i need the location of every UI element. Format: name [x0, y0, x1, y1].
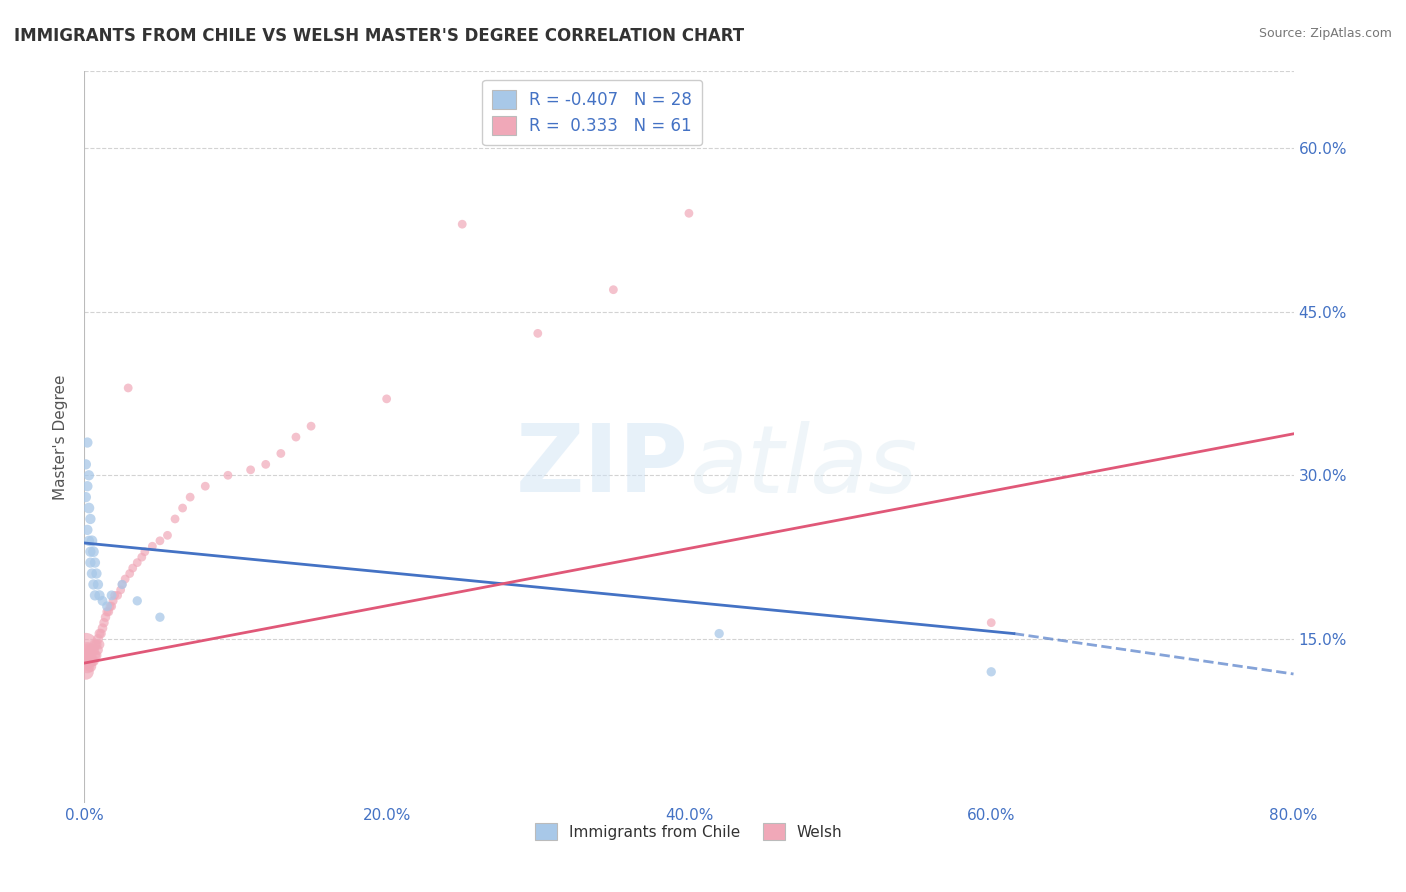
- Point: [75, 665, 97, 679]
- Point: [114, 572, 136, 586]
- Point: [76, 659, 98, 673]
- Point: [94, 610, 117, 624]
- Point: [111, 577, 134, 591]
- Text: IMMIGRANTS FROM CHILE VS WELSH MASTER'S DEGREE CORRELATION CHART: IMMIGRANTS FROM CHILE VS WELSH MASTER'S …: [14, 27, 744, 45]
- Point: [87, 577, 110, 591]
- Point: [84, 588, 107, 602]
- Point: [80, 643, 103, 657]
- Point: [77, 654, 100, 668]
- Point: [84, 648, 107, 663]
- Point: [127, 556, 149, 570]
- Point: [82, 643, 104, 657]
- Point: [82, 545, 104, 559]
- Point: [77, 643, 100, 657]
- Point: [89, 638, 111, 652]
- Point: [80, 533, 103, 548]
- Point: [172, 501, 194, 516]
- Point: [76, 523, 98, 537]
- Point: [96, 605, 118, 619]
- Point: [156, 528, 179, 542]
- Point: [299, 419, 322, 434]
- Point: [98, 599, 121, 614]
- Point: [179, 490, 201, 504]
- Point: [131, 550, 153, 565]
- Point: [709, 626, 731, 640]
- Point: [84, 556, 107, 570]
- Point: [194, 479, 217, 493]
- Point: [79, 659, 101, 673]
- Point: [77, 533, 100, 548]
- Y-axis label: Master's Degree: Master's Degree: [53, 375, 69, 500]
- Point: [79, 545, 101, 559]
- Point: [96, 599, 118, 614]
- Point: [118, 566, 141, 581]
- Point: [76, 435, 98, 450]
- Point: [76, 643, 98, 657]
- Point: [75, 654, 97, 668]
- Point: [79, 648, 101, 663]
- Point: [285, 430, 308, 444]
- Point: [107, 588, 129, 602]
- Point: [239, 463, 262, 477]
- Point: [678, 206, 700, 220]
- Point: [117, 381, 139, 395]
- Point: [87, 632, 110, 646]
- Point: [121, 561, 143, 575]
- Point: [97, 605, 120, 619]
- Point: [101, 594, 124, 608]
- Point: [141, 539, 163, 553]
- Point: [217, 468, 239, 483]
- Point: [527, 326, 550, 341]
- Point: [75, 458, 97, 472]
- Point: [75, 490, 97, 504]
- Point: [100, 588, 122, 602]
- Point: [84, 638, 107, 652]
- Text: Source: ZipAtlas.com: Source: ZipAtlas.com: [1258, 27, 1392, 40]
- Text: atlas: atlas: [689, 421, 917, 512]
- Point: [82, 654, 104, 668]
- Legend: Immigrants from Chile, Welsh: Immigrants from Chile, Welsh: [529, 816, 849, 847]
- Text: ZIP: ZIP: [516, 420, 689, 512]
- Point: [127, 594, 149, 608]
- Point: [87, 643, 110, 657]
- Point: [79, 556, 101, 570]
- Point: [254, 458, 277, 472]
- Point: [149, 610, 172, 624]
- Point: [165, 512, 187, 526]
- Point: [89, 626, 111, 640]
- Point: [86, 648, 108, 663]
- Point: [91, 621, 114, 635]
- Point: [77, 468, 100, 483]
- Point: [76, 648, 98, 663]
- Point: [75, 638, 97, 652]
- Point: [86, 566, 108, 581]
- Point: [90, 626, 112, 640]
- Point: [80, 566, 103, 581]
- Point: [270, 446, 292, 460]
- Point: [82, 577, 104, 591]
- Point: [104, 588, 127, 602]
- Point: [93, 615, 115, 630]
- Point: [77, 501, 100, 516]
- Point: [134, 545, 156, 559]
- Point: [100, 599, 122, 614]
- Point: [80, 654, 103, 668]
- Point: [602, 283, 624, 297]
- Point: [149, 533, 172, 548]
- Point: [79, 512, 101, 526]
- Point: [86, 638, 108, 652]
- Point: [980, 665, 1002, 679]
- Point: [110, 582, 132, 597]
- Point: [111, 577, 134, 591]
- Point: [91, 594, 114, 608]
- Point: [89, 588, 111, 602]
- Point: [375, 392, 398, 406]
- Point: [980, 615, 1002, 630]
- Point: [451, 217, 474, 231]
- Point: [76, 479, 98, 493]
